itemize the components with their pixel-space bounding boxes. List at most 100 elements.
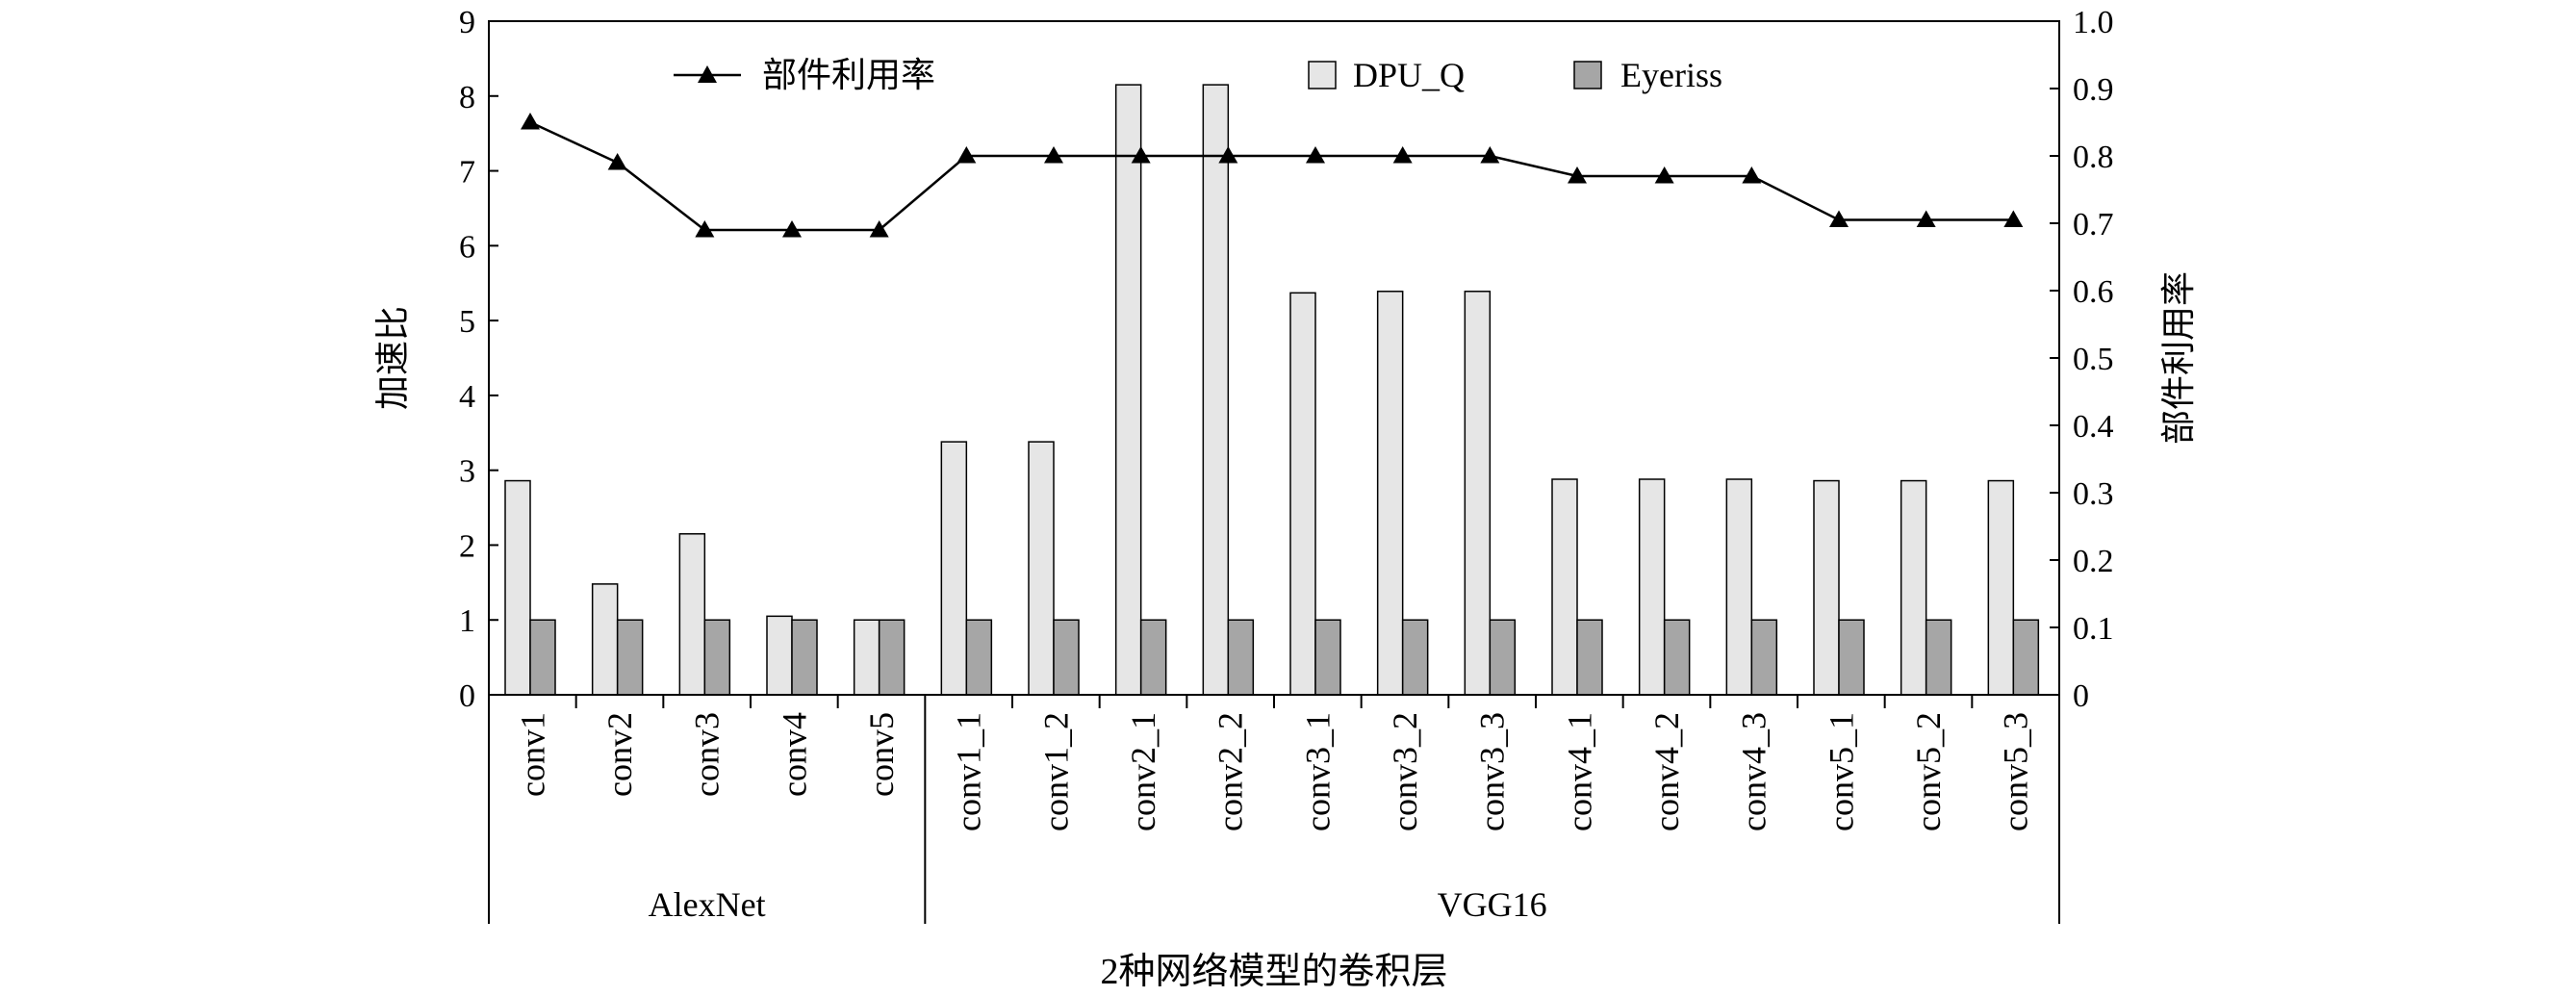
legend-label-utilization: 部件利用率 [762,56,935,94]
bar-dpu_q [766,615,793,696]
utilization-point [607,153,627,170]
group-label: VGG16 [1438,885,1547,924]
bar-eyeriss [1750,619,1778,696]
y2-tick-label: 0 [2073,678,2089,714]
bar-dpu_q [1289,292,1316,696]
y-tick-label: 9 [459,5,475,40]
x-tick-label: conv5_2 [1909,712,1948,831]
bar-eyeriss [616,619,644,696]
y2-tick-label: 0.8 [2073,140,2114,175]
bar-dpu_q [504,479,531,696]
legend-swatch-eyeriss [1573,61,1602,89]
x-tick-label: conv4_2 [1647,712,1686,831]
utilization-point [695,220,715,238]
legend-label-dpu_q: DPU_Q [1353,56,1465,94]
bar-eyeriss [1663,619,1691,696]
utilization-point [956,146,977,164]
bar-eyeriss [1053,619,1080,696]
bar-eyeriss [1314,619,1341,696]
bar-dpu_q [940,441,968,696]
bar-dpu_q [1202,84,1230,696]
x-tick-label: conv3 [688,712,727,797]
y2-tick-label: 0.7 [2073,207,2114,243]
bar-dpu_q [853,619,880,696]
axes [488,20,2060,924]
x-tick-label: conv2 [600,712,639,797]
y2-tick-label: 0.5 [2073,342,2114,377]
legend-triangle-marker [698,65,717,83]
y2-tick-label: 0.1 [2073,611,2114,647]
utilization-point [1044,146,1063,164]
bar-eyeriss [703,619,731,696]
utilization-point [782,220,802,238]
utilization-point [1392,146,1413,164]
bar-eyeriss [1838,619,1865,696]
y-tick-label: 3 [459,454,475,490]
bar-dpu_q [1376,291,1404,696]
bar-eyeriss [1139,619,1167,696]
bar-dpu_q [1725,478,1753,696]
y2-tick-label: 0.3 [2073,476,2114,512]
utilization-point [1742,166,1762,184]
y2-tick-label: 0.6 [2073,274,2114,310]
legend-label-eyeriss: Eyeriss [1620,56,1722,94]
y-tick-label: 7 [459,155,475,191]
legend: 部件利用率 DPU_Q Eyeriss [674,56,1722,94]
utilization-point [1131,146,1151,164]
bar-eyeriss [1489,619,1517,696]
bar-eyeriss [1401,619,1429,696]
y2-tick-label: 0.9 [2073,72,2114,108]
y2-axis-title: 部件利用率 [2159,271,2198,445]
utilization-point [869,220,889,238]
bar-eyeriss [1576,619,1603,696]
x-tick-label: conv5_3 [1997,712,2035,831]
bar-dpu_q [1551,478,1578,696]
x-tick-label: conv1_1 [950,712,988,831]
bar-dpu_q [1813,479,1840,696]
x-tick-label: conv2_2 [1211,712,1250,831]
bar-eyeriss [965,619,993,696]
y-axis-title: 加速比 [373,306,412,410]
bar-dpu_q [591,583,619,696]
y-tick-label: 6 [459,229,475,265]
bar-dpu_q [1464,291,1492,696]
bar-dpu_q [1114,84,1142,696]
y-tick-label: 2 [459,528,475,564]
utilization-point [1480,146,1500,164]
utilization-point [1829,210,1849,227]
y2-tick-label: 0.2 [2073,544,2114,579]
utilization-polyline [529,120,2014,232]
bars [504,84,2040,696]
x-tick-label: conv3_1 [1298,712,1337,831]
utilization-point [1916,210,1936,227]
utilization-point [521,113,540,130]
x-tick-label: conv1_2 [1036,712,1075,831]
y2-tick-label: 0.4 [2073,409,2114,445]
y-tick-label: 4 [459,379,475,415]
bar-eyeriss [878,619,905,696]
bar-dpu_q [678,533,706,696]
group-label: AlexNet [649,885,766,924]
y-tick-label: 5 [459,304,475,340]
x-tick-label: conv5 [862,712,901,797]
x-tick-label: conv3_2 [1386,712,1424,831]
bar-dpu_q [1638,478,1666,696]
utilization-point [1218,146,1238,164]
y2-tick-label: 1.0 [2073,5,2114,40]
labels: 0 1 2 3 4 5 6 7 8 9 0 0.1 0.2 0.3 0.4 0.5 0.6 0.7 0.8 0.9 1.… [373,5,2198,992]
legend-swatch-dpu_q [1308,61,1337,89]
utilization-point [1306,146,1325,164]
utilization-point [2003,210,2024,227]
utilization-point [1568,166,1587,184]
y-tick-label: 1 [459,603,475,639]
bar-eyeriss [1227,619,1255,696]
bar-dpu_q [1028,441,1055,696]
utilization-line [521,113,2024,238]
x-tick-label: conv4 [775,712,813,797]
y-tick-label: 0 [459,678,475,714]
x-tick-label: conv4_3 [1735,712,1773,831]
x-tick-label: conv5_1 [1822,712,1860,831]
bar-eyeriss [1925,619,1952,696]
x-tick-label: conv4_1 [1560,712,1598,831]
